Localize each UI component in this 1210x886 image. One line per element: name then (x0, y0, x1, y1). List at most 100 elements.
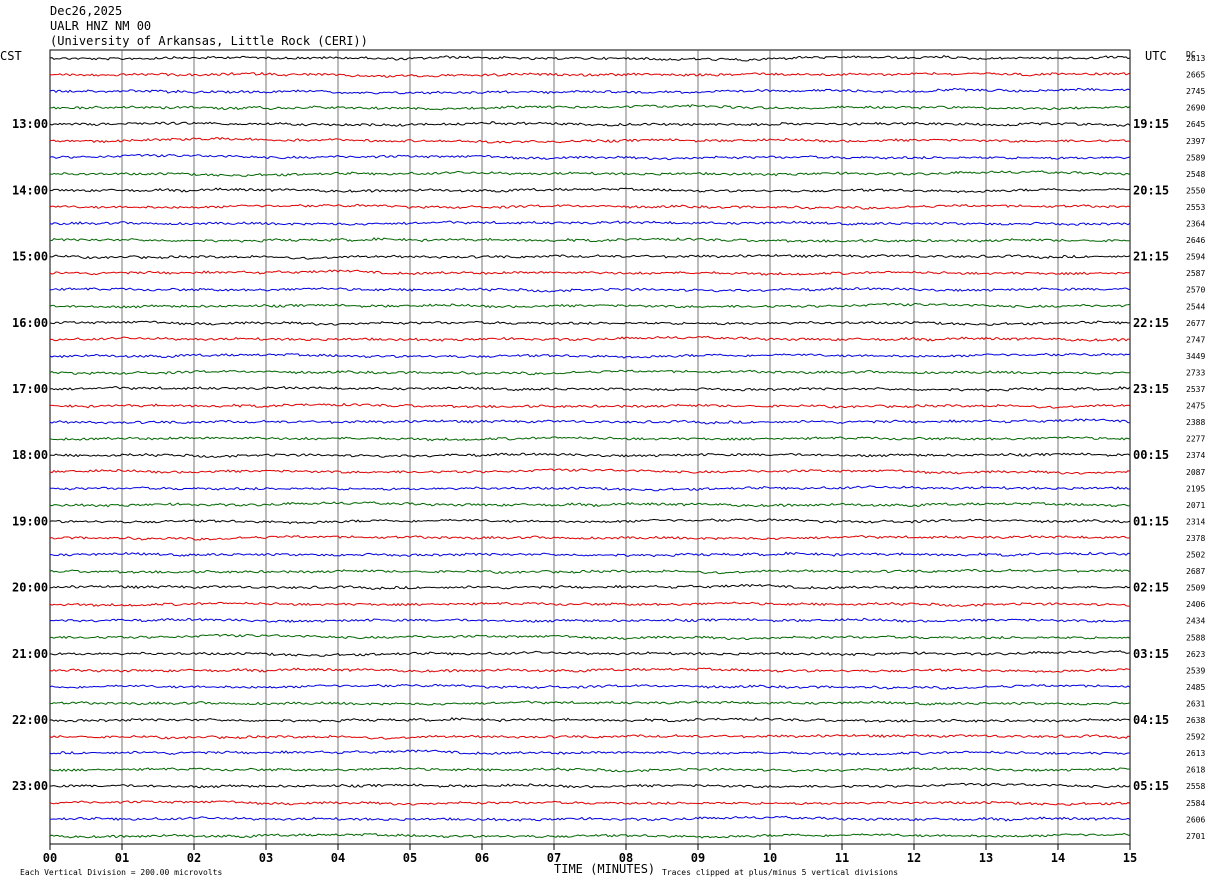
x-tick-label: 14 (1051, 851, 1065, 865)
x-tick-label: 10 (763, 851, 777, 865)
dc-offset-label: 2618 (1186, 766, 1205, 775)
trace-line (49, 717, 1131, 723)
dc-offset-label: 2277 (1186, 435, 1205, 444)
dc-offset-label: 2388 (1186, 418, 1205, 427)
trace-line (50, 452, 1131, 458)
cst-hour-label: 18:00 (12, 448, 48, 462)
trace-line (49, 568, 1131, 575)
dc-offset-label: 2406 (1186, 600, 1205, 609)
x-tick-label: 02 (187, 851, 201, 865)
dc-offset-label: 2677 (1186, 319, 1205, 328)
trace-line (49, 601, 1130, 607)
x-tick-label: 15 (1123, 851, 1137, 865)
seismic-traces (49, 54, 1131, 839)
minute-gridlines (121, 50, 1059, 844)
dc-offset-label: 2509 (1186, 584, 1205, 593)
x-tick-label: 03 (259, 851, 273, 865)
cst-hour-label: 17:00 (12, 382, 48, 396)
trace-line (49, 220, 1131, 226)
trace-line (49, 583, 1131, 590)
trace-line (49, 385, 1131, 392)
trace-line (49, 418, 1131, 425)
cst-hour-label: 20:00 (12, 581, 48, 595)
trace-line (49, 269, 1131, 276)
dc-offset-label: 2645 (1186, 120, 1205, 129)
plot-frame (49, 49, 1131, 845)
trace-line (49, 800, 1131, 806)
cst-hour-label: 22:00 (12, 713, 48, 727)
utc-hour-label: 01:15 (1133, 514, 1169, 528)
scale-note: Each Vertical Division = 200.00 microvol… (20, 868, 222, 877)
trace-line (49, 287, 1131, 293)
dc-offset-label: 2584 (1186, 799, 1205, 808)
dc-offset-label: 2485 (1186, 683, 1205, 692)
cst-hour-label: 23:00 (12, 779, 48, 793)
utc-hour-label: 05:15 (1133, 779, 1169, 793)
dc-offset-label: 2195 (1186, 484, 1205, 493)
x-axis-title: TIME (MINUTES) (554, 862, 655, 876)
x-tick-label: 01 (115, 851, 129, 865)
trace-line (49, 237, 1131, 243)
cst-hour-label: 16:00 (12, 316, 48, 330)
x-tick-label: 09 (691, 851, 705, 865)
dc-offset-label: 2613 (1186, 749, 1205, 758)
dc-axis-title: DC (1186, 50, 1196, 59)
x-tick-label: 08 (619, 851, 633, 865)
dc-offset-label: 2733 (1186, 368, 1205, 377)
dc-offset-label: 2314 (1186, 517, 1205, 526)
dc-offset-label: 2587 (1186, 269, 1205, 278)
trace-line (50, 485, 1131, 492)
trace-line (49, 617, 1131, 624)
cst-hour-label: 21:00 (12, 647, 48, 661)
dc-offset-label: 2378 (1186, 534, 1205, 543)
trace-line (49, 832, 1131, 839)
dc-offset-label: 2623 (1186, 650, 1205, 659)
dc-offset-label: 2747 (1186, 335, 1205, 344)
dc-offset-label: 2558 (1186, 782, 1205, 791)
trace-line (49, 187, 1131, 194)
dc-offset-label: 2687 (1186, 567, 1205, 576)
dc-offset-label: 2606 (1186, 815, 1205, 824)
x-tick-label: 00 (43, 851, 57, 865)
utc-axis-title: UTC (1145, 49, 1167, 63)
dc-offset-label: 2589 (1186, 153, 1205, 162)
dc-offset-label: 2592 (1186, 733, 1205, 742)
dc-offset-label: 2553 (1186, 203, 1205, 212)
dc-offset-label: 2570 (1186, 286, 1205, 295)
trace-line (49, 369, 1131, 376)
plot-date: Dec26,2025 (50, 4, 123, 18)
utc-hour-label: 21:15 (1133, 250, 1169, 264)
dc-offset-label: 2631 (1186, 699, 1205, 708)
dc-offset-label: 2434 (1186, 617, 1205, 626)
trace-line (49, 121, 1131, 128)
x-tick-label: 04 (331, 851, 345, 865)
trace-line (49, 87, 1131, 95)
trace-line (49, 551, 1131, 558)
x-tick-label: 12 (907, 851, 921, 865)
utc-hour-label: 19:15 (1133, 117, 1169, 131)
trace-line (49, 534, 1131, 541)
trace-line (49, 767, 1131, 773)
trace-line (49, 650, 1131, 657)
dc-offset-label: 2502 (1186, 551, 1205, 560)
dc-offset-label: 2646 (1186, 236, 1205, 245)
dc-offset-label: 2665 (1186, 71, 1205, 80)
trace-line (49, 749, 1130, 756)
dc-offset-label: 2813 (1186, 54, 1205, 63)
dc-offset-label: 2594 (1186, 253, 1205, 262)
x-tick-label: 07 (547, 851, 561, 865)
dc-offset-label: 2588 (1186, 633, 1205, 642)
trace-line (49, 782, 1131, 789)
dc-offset-label: 2638 (1186, 716, 1205, 725)
dc-offset-label: 2374 (1186, 451, 1205, 460)
trace-line (49, 153, 1131, 161)
x-tick-label: 11 (835, 851, 849, 865)
trace-line (49, 71, 1131, 78)
utc-hour-label: 04:15 (1133, 713, 1169, 727)
dc-offset-label: 2071 (1186, 501, 1205, 510)
utc-hour-label: 03:15 (1133, 647, 1169, 661)
cst-hour-label: 14:00 (12, 183, 48, 197)
x-tick-label: 06 (475, 851, 489, 865)
x-tick-label: 13 (979, 851, 993, 865)
network-name: (University of Arkansas, Little Rock (CE… (50, 34, 368, 48)
